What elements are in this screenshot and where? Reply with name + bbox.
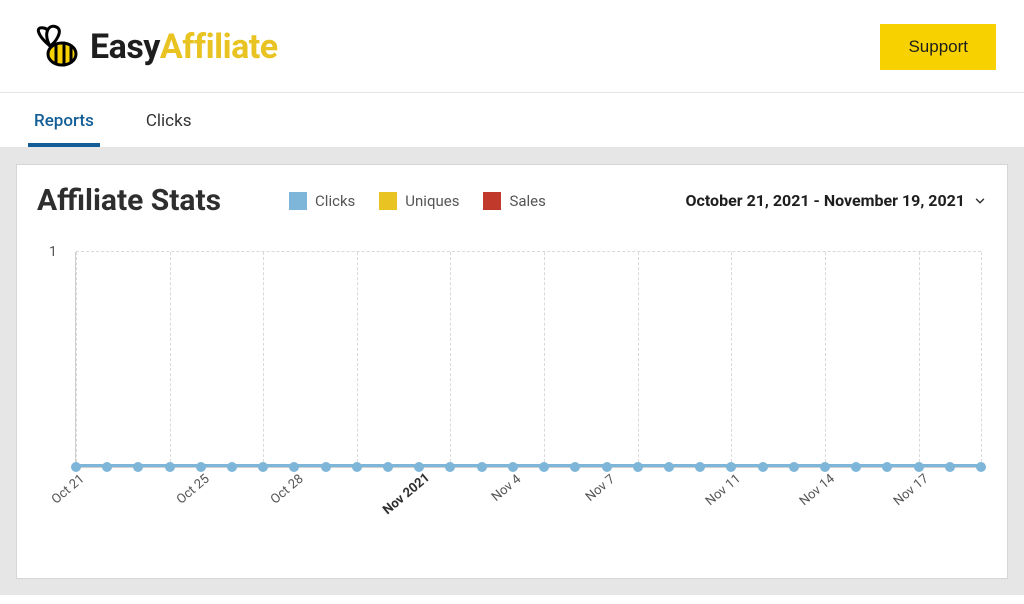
legend-item-clicks: Clicks [289, 192, 355, 210]
date-range-picker[interactable]: October 21, 2021 - November 19, 2021 [685, 191, 987, 210]
tab-clicks[interactable]: Clicks [140, 93, 198, 147]
stats-panel: Affiliate Stats Clicks Uniques Sales Oct… [16, 164, 1008, 579]
legend-label-sales: Sales [509, 192, 545, 210]
chart-x-axis: Oct 21Oct 25Oct 28Nov 2021Nov 4Nov 7Nov … [75, 468, 981, 508]
support-button[interactable]: Support [880, 24, 996, 70]
affiliate-chart: Oct 21Oct 25Oct 28Nov 2021Nov 4Nov 7Nov … [37, 248, 987, 508]
x-tick-label: Nov 4 [489, 472, 524, 505]
x-tick-label: Oct 21 [49, 472, 88, 508]
chevron-down-icon [973, 194, 987, 208]
x-tick-label: Nov 7 [583, 472, 618, 505]
tab-reports[interactable]: Reports [28, 93, 100, 147]
x-tick-label: Nov 17 [890, 471, 931, 509]
brand-text-part2: Affiliate [160, 27, 278, 67]
x-tick-label: Nov 14 [797, 471, 838, 509]
x-tick-label: Nov 2021 [380, 470, 433, 518]
legend-swatch-sales [483, 192, 501, 210]
x-tick-label: Nov 11 [703, 471, 744, 509]
date-range-text: October 21, 2021 - November 19, 2021 [685, 191, 965, 210]
legend-label-clicks: Clicks [315, 192, 355, 210]
panel-title: Affiliate Stats [37, 183, 221, 218]
brand-text: EasyAffiliate [90, 27, 278, 67]
y-tick-label: 1 [49, 244, 57, 260]
chart-legend: Clicks Uniques Sales [289, 192, 546, 210]
legend-swatch-uniques [379, 192, 397, 210]
brand-text-part1: Easy [90, 27, 160, 67]
bee-icon [28, 22, 84, 72]
tab-bar: Reports Clicks [0, 93, 1024, 148]
chart-plot-area [75, 252, 981, 468]
legend-item-uniques: Uniques [379, 192, 459, 210]
x-tick-label: Oct 28 [268, 472, 307, 508]
brand-logo: EasyAffiliate [28, 22, 278, 72]
legend-item-sales: Sales [483, 192, 545, 210]
x-tick-label: Oct 25 [174, 472, 213, 508]
app-header: EasyAffiliate Support [0, 0, 1024, 93]
panel-header: Affiliate Stats Clicks Uniques Sales Oct… [37, 183, 987, 218]
legend-label-uniques: Uniques [405, 192, 459, 210]
legend-swatch-clicks [289, 192, 307, 210]
content-area: Affiliate Stats Clicks Uniques Sales Oct… [0, 148, 1024, 595]
